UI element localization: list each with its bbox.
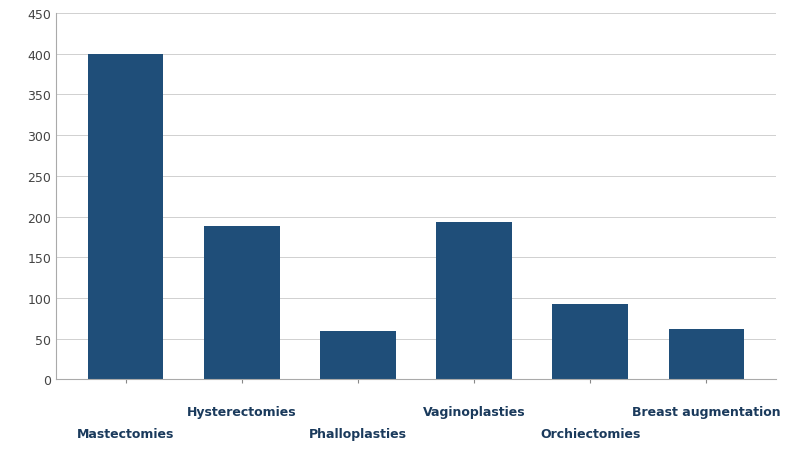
- Bar: [320, 331, 396, 380]
- Text: Vaginoplasties: Vaginoplasties: [422, 405, 526, 418]
- Text: Phalloplasties: Phalloplasties: [309, 427, 407, 440]
- Text: Hysterectomies: Hysterectomies: [187, 405, 297, 418]
- Text: Breast augmentation: Breast augmentation: [632, 405, 781, 418]
- Bar: [204, 227, 279, 380]
- Bar: [436, 223, 512, 380]
- Text: Orchiectomies: Orchiectomies: [540, 427, 640, 440]
- Bar: [553, 304, 628, 380]
- Bar: [88, 55, 163, 380]
- Text: Mastectomies: Mastectomies: [77, 427, 174, 440]
- Bar: [669, 329, 744, 380]
